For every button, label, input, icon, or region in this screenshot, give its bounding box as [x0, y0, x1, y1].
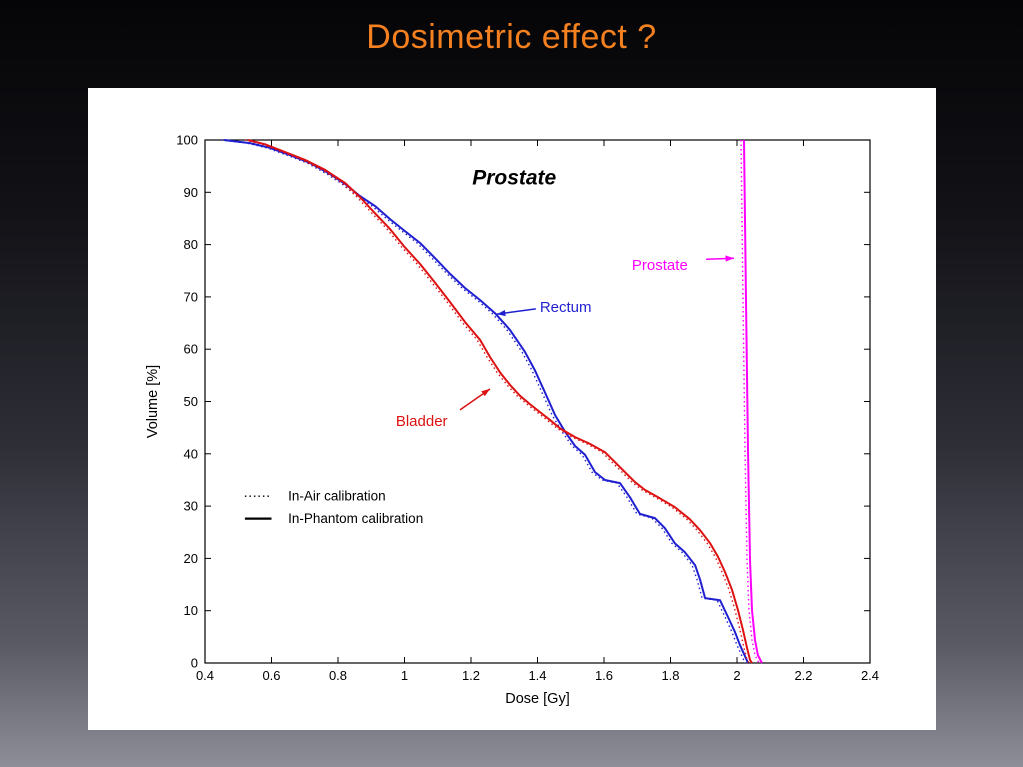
- svg-text:1: 1: [401, 668, 408, 683]
- svg-text:Volume [%]: Volume [%]: [145, 365, 161, 438]
- svg-text:70: 70: [184, 289, 198, 304]
- svg-text:In-Air calibration: In-Air calibration: [288, 489, 386, 504]
- svg-text:Dose [Gy]: Dose [Gy]: [505, 691, 569, 707]
- svg-text:Prostate: Prostate: [472, 166, 556, 189]
- svg-text:100: 100: [176, 133, 198, 148]
- svg-text:1.8: 1.8: [661, 668, 679, 683]
- svg-text:0.6: 0.6: [262, 668, 280, 683]
- svg-text:Prostate: Prostate: [632, 257, 688, 274]
- svg-text:40: 40: [184, 446, 198, 461]
- chart-panel: 0.4 0.6 0.8 1 1.2 1.4 1.6 1.8 2 2.2 2.4 0 10 20 30 40 50…: [88, 88, 936, 730]
- svg-text:2.2: 2.2: [794, 668, 812, 683]
- svg-text:20: 20: [184, 551, 198, 566]
- svg-text:80: 80: [184, 237, 198, 252]
- svg-text:2.4: 2.4: [861, 668, 879, 683]
- svg-text:50: 50: [184, 394, 198, 409]
- svg-text:1.2: 1.2: [462, 668, 480, 683]
- svg-text:60: 60: [184, 342, 198, 357]
- svg-text:30: 30: [184, 499, 198, 514]
- svg-text:90: 90: [184, 185, 198, 200]
- svg-text:Rectum: Rectum: [540, 299, 592, 316]
- svg-text:Bladder: Bladder: [396, 413, 448, 430]
- svg-text:0.4: 0.4: [196, 668, 214, 683]
- svg-text:0: 0: [191, 656, 198, 671]
- svg-text:10: 10: [184, 603, 198, 618]
- svg-text:In-Phantom calibration: In-Phantom calibration: [288, 511, 423, 526]
- svg-text:1.6: 1.6: [595, 668, 613, 683]
- svg-text:2: 2: [733, 668, 740, 683]
- svg-text:0.8: 0.8: [329, 668, 347, 683]
- dvh-chart-svg: 0.4 0.6 0.8 1 1.2 1.4 1.6 1.8 2 2.2 2.4 0 10 20 30 40 50…: [145, 133, 879, 708]
- svg-text:1.4: 1.4: [528, 668, 546, 683]
- slide-title: Dosimetric effect ?: [366, 18, 657, 56]
